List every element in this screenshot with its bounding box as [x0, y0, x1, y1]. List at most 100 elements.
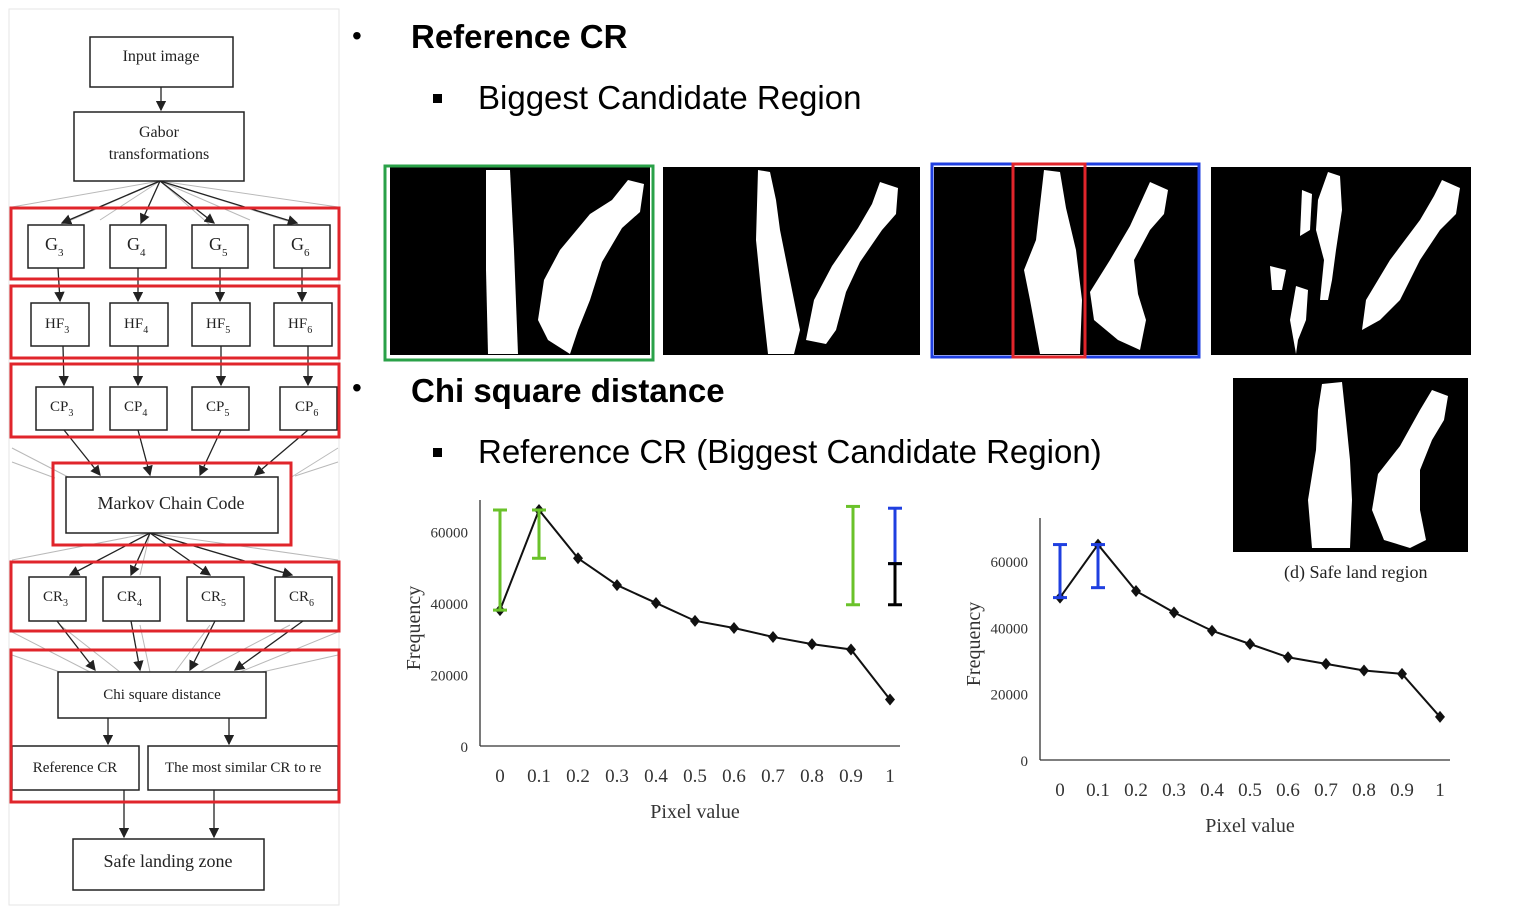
flow-arrows — [54, 87, 314, 839]
x-tick-label: 0.5 — [683, 766, 707, 787]
y-axis-label: Frequency — [403, 586, 425, 670]
y-tick-label: 20000 — [431, 668, 469, 684]
mask-image-1 — [383, 164, 655, 362]
y-tick-label: 0 — [1021, 754, 1029, 770]
data-point — [1207, 624, 1217, 637]
markov-label: Markov Chain Code — [98, 493, 245, 513]
g4-box — [109, 224, 167, 269]
g6-label: G6 — [291, 234, 310, 259]
data-point — [1321, 657, 1331, 670]
reference-label: Reference CR — [33, 760, 118, 776]
bullet-dot-2: • — [352, 372, 362, 403]
x-axis-label: Pixel value — [650, 801, 740, 823]
cr6-box — [274, 576, 333, 622]
gabor-label-2: transformations — [109, 146, 209, 163]
highlight-markov — [51, 461, 293, 547]
bullet-chi-square: Chi square distance — [411, 372, 725, 409]
bullet-reference-cr: Reference CR — [411, 18, 628, 55]
cr5-label: CR5 — [201, 589, 226, 609]
hf4-label: HF4 — [124, 316, 148, 336]
safe-landing-box — [72, 838, 265, 891]
chart-histogram-1: 0 20000 40000 60000 0 0.1 0.2 0.3 0.4 0.5 0.6 0.7 0.… — [403, 500, 902, 823]
hf5-box — [191, 302, 251, 347]
g5-label: G5 — [209, 234, 228, 259]
x-tick-label: 0.8 — [800, 766, 824, 787]
cr4-box — [102, 576, 161, 622]
cp5-box — [191, 386, 250, 431]
g3-box — [27, 224, 85, 269]
x-tick-label: 0.6 — [722, 766, 746, 787]
bracket-marker — [888, 506, 902, 566]
series-line — [1059, 542, 1441, 718]
cr4-label: CR4 — [117, 589, 142, 609]
x-tick-label: 0.4 — [644, 766, 668, 787]
cr6-label: CR6 — [289, 589, 314, 609]
sub-bullet-square-1 — [433, 94, 442, 103]
cp6-box — [279, 386, 338, 431]
hf3-label: HF3 — [45, 316, 69, 336]
chi-label: Chi square distance — [103, 687, 221, 703]
bullet-dot-1: • — [352, 20, 362, 51]
chi-box — [57, 671, 267, 719]
x-tick-label: 0.1 — [527, 766, 551, 787]
sub-bullet-square-2 — [433, 448, 442, 457]
highlight-hf — [9, 284, 341, 360]
x-tick-label: 0.1 — [1086, 780, 1110, 801]
sub-bullet-biggest-region: Biggest Candidate Region — [478, 79, 862, 116]
most-similar-label: The most similar CR to re — [165, 760, 322, 776]
input-image-box — [89, 36, 234, 88]
x-tick-label: 0.9 — [839, 766, 863, 787]
data-point — [1397, 667, 1407, 680]
data-point — [1245, 638, 1255, 650]
g3-label: G3 — [45, 234, 64, 259]
x-tick-label: 0.2 — [1124, 780, 1148, 801]
x-tick-label: 0 — [1055, 780, 1065, 801]
x-tick-label: 0.4 — [1200, 780, 1224, 801]
x-axis-label: Pixel value — [1205, 815, 1295, 837]
highlight-g — [9, 206, 341, 281]
series-line — [499, 508, 891, 701]
x-tick-label: 1 — [885, 766, 895, 787]
x-tick-label: 0 — [495, 766, 505, 787]
cp4-box — [109, 386, 168, 431]
x-tick-label: 0.2 — [566, 766, 590, 787]
hf4-box — [109, 302, 169, 347]
hf5-label: HF5 — [206, 316, 230, 336]
hf3-box — [30, 302, 90, 347]
bracket-marker — [532, 508, 546, 560]
safe-land-caption: (d) Safe land region — [1284, 562, 1428, 582]
reference-box — [11, 745, 140, 791]
data-point — [807, 638, 817, 651]
data-point — [1131, 584, 1141, 597]
cr3-label: CR3 — [43, 589, 68, 609]
cr5-box — [186, 576, 245, 622]
y-tick-label: 20000 — [991, 688, 1029, 704]
data-point — [690, 614, 700, 627]
data-point — [1169, 606, 1179, 619]
y-tick-label: 0 — [461, 740, 469, 756]
x-tick-label: 0.5 — [1238, 780, 1262, 801]
x-tick-label: 0.7 — [1314, 780, 1338, 801]
bracket-marker — [1091, 543, 1105, 590]
highlight-chi — [9, 648, 341, 804]
data-point — [651, 596, 661, 609]
x-tick-label: 0.8 — [1352, 780, 1376, 801]
gabor-label-1: Gabor — [139, 124, 180, 141]
y-axis-label: Frequency — [963, 602, 985, 686]
mask-image-2 — [663, 167, 920, 355]
x-tick-label: 0.3 — [1162, 780, 1186, 801]
x-tick-label: 1 — [1435, 780, 1445, 801]
data-point — [1435, 710, 1445, 723]
mask-image-safe-land — [1233, 378, 1468, 552]
y-tick-label: 60000 — [431, 525, 469, 541]
cp5-label: CP5 — [206, 399, 229, 419]
chart-histogram-2: 0 20000 40000 60000 0 0.1 0.2 0.3 0.4 0.5 0.6 0.7 0.… — [963, 518, 1450, 837]
cp6-label: CP6 — [295, 399, 318, 419]
g4-label: G4 — [127, 234, 146, 259]
input-image-label: Input image — [123, 48, 200, 65]
mask-image-4 — [1211, 167, 1471, 355]
markov-box — [65, 476, 279, 534]
highlight-cr — [9, 560, 341, 633]
x-tick-label: 0.7 — [761, 766, 785, 787]
